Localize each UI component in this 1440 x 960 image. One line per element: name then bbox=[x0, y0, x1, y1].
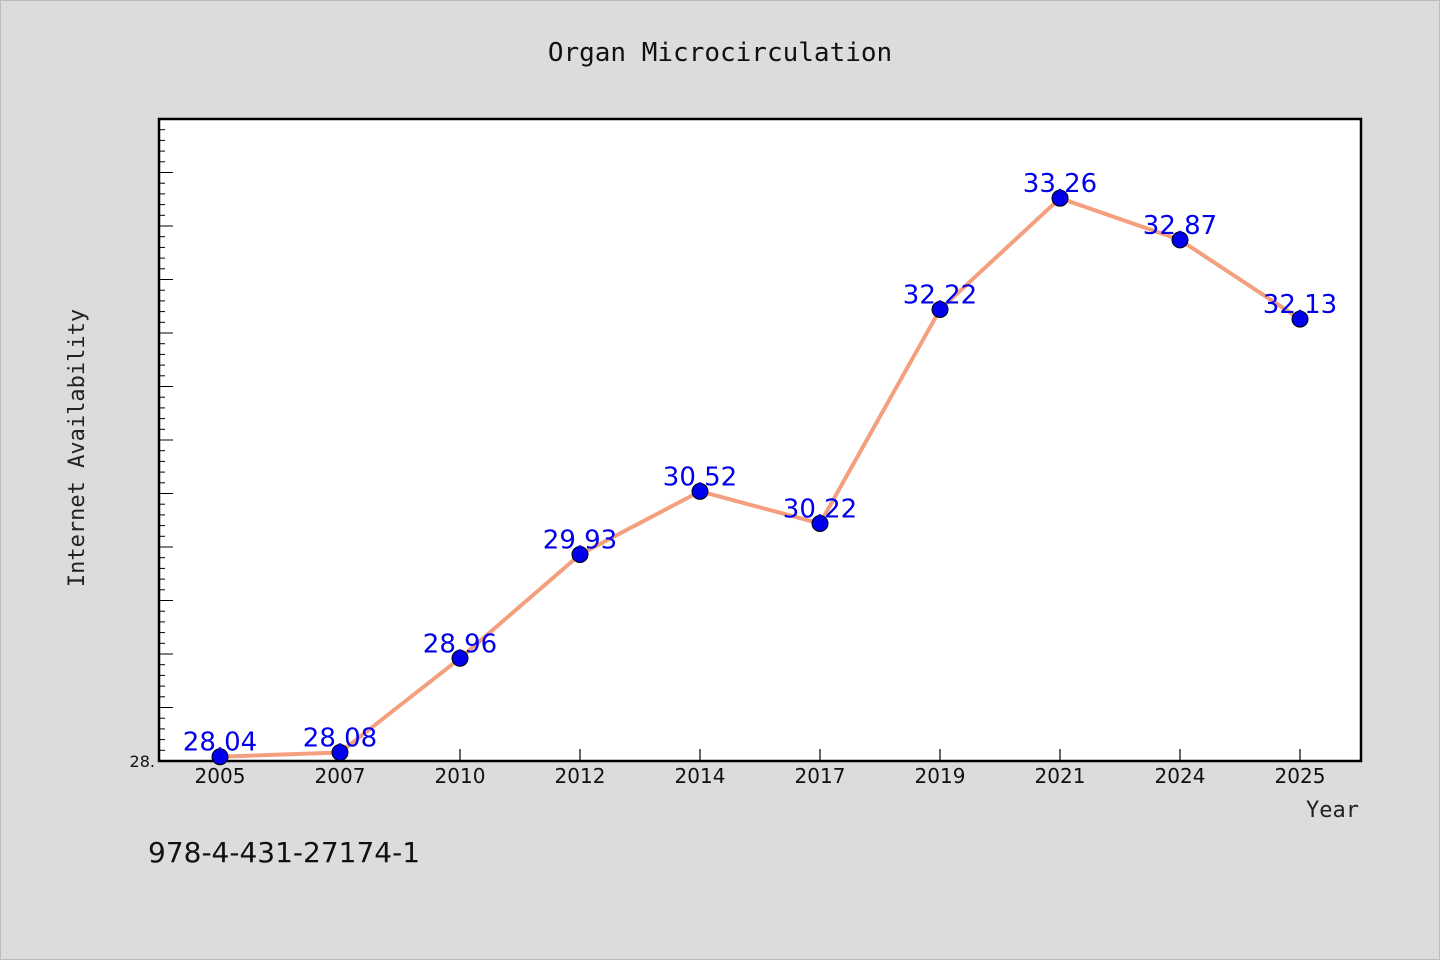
x-tick-label: 2012 bbox=[555, 764, 606, 788]
data-label: 28.08 bbox=[303, 723, 377, 753]
data-point bbox=[1171, 231, 1189, 249]
data-point bbox=[331, 743, 349, 761]
footnote-text: 978-4-431-27174-1 bbox=[148, 836, 420, 869]
x-tick-label: 2010 bbox=[435, 764, 486, 788]
data-label: 30.52 bbox=[663, 462, 737, 492]
data-label: 28.96 bbox=[423, 629, 497, 659]
series-line bbox=[218, 196, 1302, 759]
data-point bbox=[451, 649, 469, 667]
x-axis-ticks: 2005 2007 2010 2012 2014 2017 2019 2021 2024 2025 bbox=[195, 749, 1326, 788]
data-point bbox=[1291, 310, 1309, 328]
data-label: 29.93 bbox=[543, 525, 617, 555]
data-point bbox=[691, 482, 709, 500]
data-label: 28.04 bbox=[183, 728, 257, 758]
y-axis-ticks: 28. bbox=[130, 129, 173, 771]
chart-title: Organ Microcirculation bbox=[548, 38, 892, 68]
x-tick-label: 2017 bbox=[795, 764, 846, 788]
data-point bbox=[811, 514, 829, 532]
x-tick-label: 2019 bbox=[915, 764, 966, 788]
x-tick-label: 2007 bbox=[315, 764, 366, 788]
series-layer bbox=[211, 189, 1309, 766]
data-point bbox=[1051, 189, 1069, 207]
y-axis-label: Internet Availability bbox=[65, 309, 90, 587]
x-axis-label: Year bbox=[1306, 798, 1359, 823]
plot-area bbox=[157, 117, 1363, 763]
data-label: 32.22 bbox=[903, 280, 977, 310]
x-tick-label: 2025 bbox=[1275, 764, 1326, 788]
x-tick-label: 2014 bbox=[675, 764, 726, 788]
x-tick-label: 2005 bbox=[195, 764, 246, 788]
x-tick-label: 2021 bbox=[1035, 764, 1086, 788]
data-label: 30.22 bbox=[783, 494, 857, 524]
data-point bbox=[571, 545, 589, 563]
y-tick-label: 28. bbox=[130, 752, 155, 771]
data-point bbox=[211, 748, 229, 766]
x-tick-label: 2024 bbox=[1155, 764, 1206, 788]
data-label: 32.87 bbox=[1143, 211, 1217, 241]
data-labels: 28.04 28.08 28.96 29.93 30.52 30.22 32.22 33.26… bbox=[183, 169, 1337, 758]
data-label: 33.26 bbox=[1023, 169, 1097, 199]
data-label: 32.13 bbox=[1263, 290, 1337, 320]
data-point bbox=[931, 300, 949, 318]
